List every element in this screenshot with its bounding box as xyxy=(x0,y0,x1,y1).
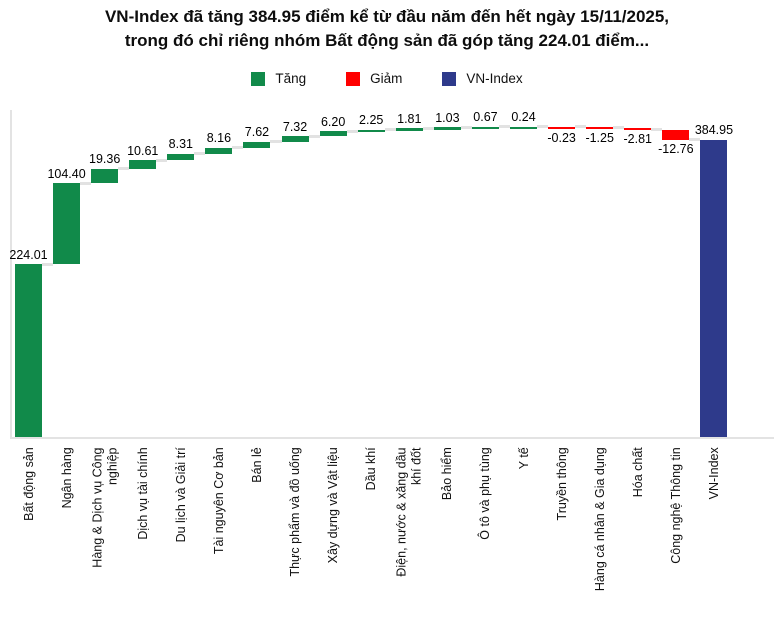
waterfall-bar xyxy=(15,264,42,437)
waterfall-connector xyxy=(651,128,663,132)
chart-title: VN-Index đã tăng 384.95 điểm kể từ đầu n… xyxy=(104,7,670,50)
bar-value-label: -2.81 xyxy=(623,132,653,147)
waterfall-bar xyxy=(91,168,119,184)
waterfall-bar xyxy=(510,126,538,130)
bar-value-label: 19.36 xyxy=(89,152,121,167)
bar-value-label: 6.20 xyxy=(320,114,346,129)
x-axis-label: Bán lẻ xyxy=(249,446,264,483)
waterfall-connector xyxy=(422,126,434,130)
waterfall-bar xyxy=(700,139,728,437)
x-axis-label: Ngân hàng xyxy=(59,446,74,508)
x-axis-label: Ô tô và phụ tùng xyxy=(478,446,493,540)
x-axis-label: Hóa chất xyxy=(630,446,645,497)
x-axis-label: Dầu khí xyxy=(363,446,378,490)
waterfall-connector xyxy=(537,125,549,129)
legend-label-vnindex: VN-Index xyxy=(466,71,523,86)
waterfall-connector xyxy=(118,167,130,171)
x-axis-label: Truyền thông xyxy=(554,446,569,520)
waterfall-connector xyxy=(270,140,282,144)
x-axis-label: Thực phẩm và đồ uống xyxy=(287,446,302,577)
waterfall-bar xyxy=(586,126,614,130)
legend-item-giam: Giảm xyxy=(346,71,402,86)
waterfall-bar xyxy=(205,147,233,154)
x-axis-label: Du lịch và Giải trí xyxy=(173,446,188,542)
x-axis-labels: Bất động sản Ngân hàng Hàng & Dịch vụ Công… xyxy=(0,443,774,623)
red-swatch-icon xyxy=(346,71,361,86)
x-axis-label: Y tế xyxy=(516,446,531,469)
bar-value-label: -1.25 xyxy=(585,131,614,146)
bar-value-label: 0.24 xyxy=(511,110,536,125)
waterfall-bar xyxy=(243,141,271,148)
x-axis-label: Hàng & Dịch vụ Công nghiệp xyxy=(90,447,119,568)
legend-item-vnindex: VN-Index xyxy=(442,71,523,86)
x-axis-label: Bất động sản xyxy=(21,446,36,521)
x-axis-label: VN-Index xyxy=(706,446,721,499)
waterfall-bar xyxy=(395,128,423,131)
waterfall-connector xyxy=(156,158,168,162)
x-axis-label: Bảo hiểm xyxy=(440,446,455,500)
waterfall-bar xyxy=(281,136,309,142)
legend-label-tang: Tăng xyxy=(275,71,307,86)
bar-value-label: -12.76 xyxy=(658,141,694,156)
waterfall-connector xyxy=(575,125,587,129)
x-axis-label: Điện, nước & xăng dầu khí đốt xyxy=(394,447,424,577)
bar-value-label: 10.61 xyxy=(127,143,159,158)
waterfall-connector xyxy=(384,128,396,132)
x-axis-label: Dịch vụ tài chính xyxy=(135,446,150,540)
bar-value-label: 8.16 xyxy=(206,131,232,146)
bar-value-label: 384.95 xyxy=(694,123,734,138)
waterfall-connector xyxy=(232,146,244,150)
waterfall-bar xyxy=(624,127,652,131)
bar-value-label: -0.23 xyxy=(547,131,576,146)
waterfall-bar xyxy=(471,126,499,130)
waterfall-connector xyxy=(346,129,358,133)
y-axis-line xyxy=(10,110,12,438)
waterfall-connector xyxy=(460,125,472,129)
bar-value-label: 104.40 xyxy=(47,166,86,181)
waterfall-connector xyxy=(689,138,701,142)
waterfall-connector xyxy=(613,126,625,130)
chart-legend: Tăng Giảm VN-Index xyxy=(0,71,774,86)
x-axis-label: Hàng cá nhân & Gia dụng xyxy=(592,446,607,591)
waterfall-bar xyxy=(433,127,461,130)
green-swatch-icon xyxy=(251,71,266,86)
waterfall-connector xyxy=(194,152,206,156)
x-axis-label: Công nghệ Thông tin xyxy=(668,446,683,564)
bar-value-label: 7.62 xyxy=(244,125,270,140)
waterfall-connector xyxy=(80,181,92,185)
bar-value-label: 2.25 xyxy=(359,113,384,128)
waterfall-bar xyxy=(548,126,576,130)
waterfall-bar xyxy=(53,183,81,265)
waterfall-connector xyxy=(498,125,511,129)
legend-label-giam: Giảm xyxy=(370,71,403,86)
bar-value-label: 224.01 xyxy=(9,247,48,262)
bar-value-label: 1.81 xyxy=(397,111,422,126)
waterfall-connector xyxy=(308,134,320,138)
waterfall-bar xyxy=(129,160,157,169)
waterfall-bar xyxy=(319,131,347,137)
x-axis-label: Xây dựng và Vật liệu xyxy=(325,446,340,563)
bar-value-label: 8.31 xyxy=(168,137,193,152)
x-axis-label: Tài nguyên Cơ bản xyxy=(211,446,226,554)
legend-item-tang: Tăng xyxy=(251,71,306,86)
blue-swatch-icon xyxy=(442,71,457,86)
waterfall-bar xyxy=(357,129,385,133)
x-axis-line xyxy=(10,437,774,439)
bar-value-label: 7.32 xyxy=(282,119,308,134)
waterfall-bar xyxy=(662,129,690,140)
waterfall-bar xyxy=(167,153,195,161)
bar-value-label: 0.67 xyxy=(473,110,498,125)
waterfall-connector xyxy=(42,262,54,266)
bar-value-label: 1.03 xyxy=(435,110,460,125)
